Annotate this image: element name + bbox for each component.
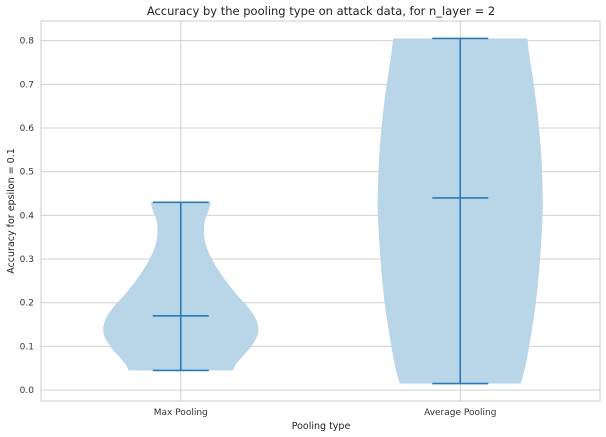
y-tick-label: 0.4 — [20, 211, 35, 221]
x-axis-label: Pooling type — [292, 421, 351, 432]
y-tick-label: 0.0 — [20, 386, 35, 396]
y-tick-label: 0.5 — [20, 168, 34, 178]
y-tick-label: 0.8 — [20, 37, 35, 47]
y-axis-label: Accuracy for epsilon = 0.1 — [6, 148, 17, 274]
chart-title: Accuracy by the pooling type on attack d… — [147, 4, 495, 18]
y-tick-label: 0.3 — [20, 255, 34, 265]
violin-stat-lines — [152, 37, 489, 385]
x-tick-labels: Max Pooling Average Pooling — [154, 408, 497, 418]
x-tick-label: Max Pooling — [154, 408, 208, 418]
plot-frame — [40, 20, 601, 402]
y-tick-label: 0.7 — [20, 80, 34, 90]
y-tick-label: 0.2 — [20, 299, 34, 309]
y-tick-labels: 0.0 0.1 0.2 0.3 0.4 0.5 0.6 0.7 0.8 — [20, 37, 35, 396]
y-tick-label: 0.6 — [20, 124, 35, 134]
x-tick-label: Average Pooling — [424, 408, 496, 418]
y-tick-label: 0.1 — [20, 342, 34, 352]
